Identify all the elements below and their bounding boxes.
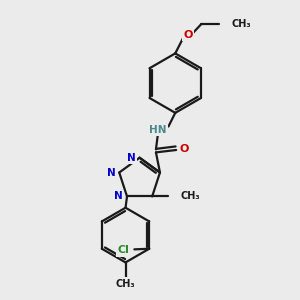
Text: Cl: Cl — [117, 245, 129, 255]
Text: O: O — [184, 30, 193, 40]
Text: O: O — [180, 144, 189, 154]
Text: CH₃: CH₃ — [116, 279, 135, 289]
Text: N: N — [106, 167, 115, 178]
Text: HN: HN — [149, 125, 166, 135]
Text: CH₃: CH₃ — [231, 19, 251, 29]
Text: N: N — [114, 191, 123, 201]
Text: N: N — [127, 153, 136, 163]
Text: CH₃: CH₃ — [180, 191, 200, 201]
